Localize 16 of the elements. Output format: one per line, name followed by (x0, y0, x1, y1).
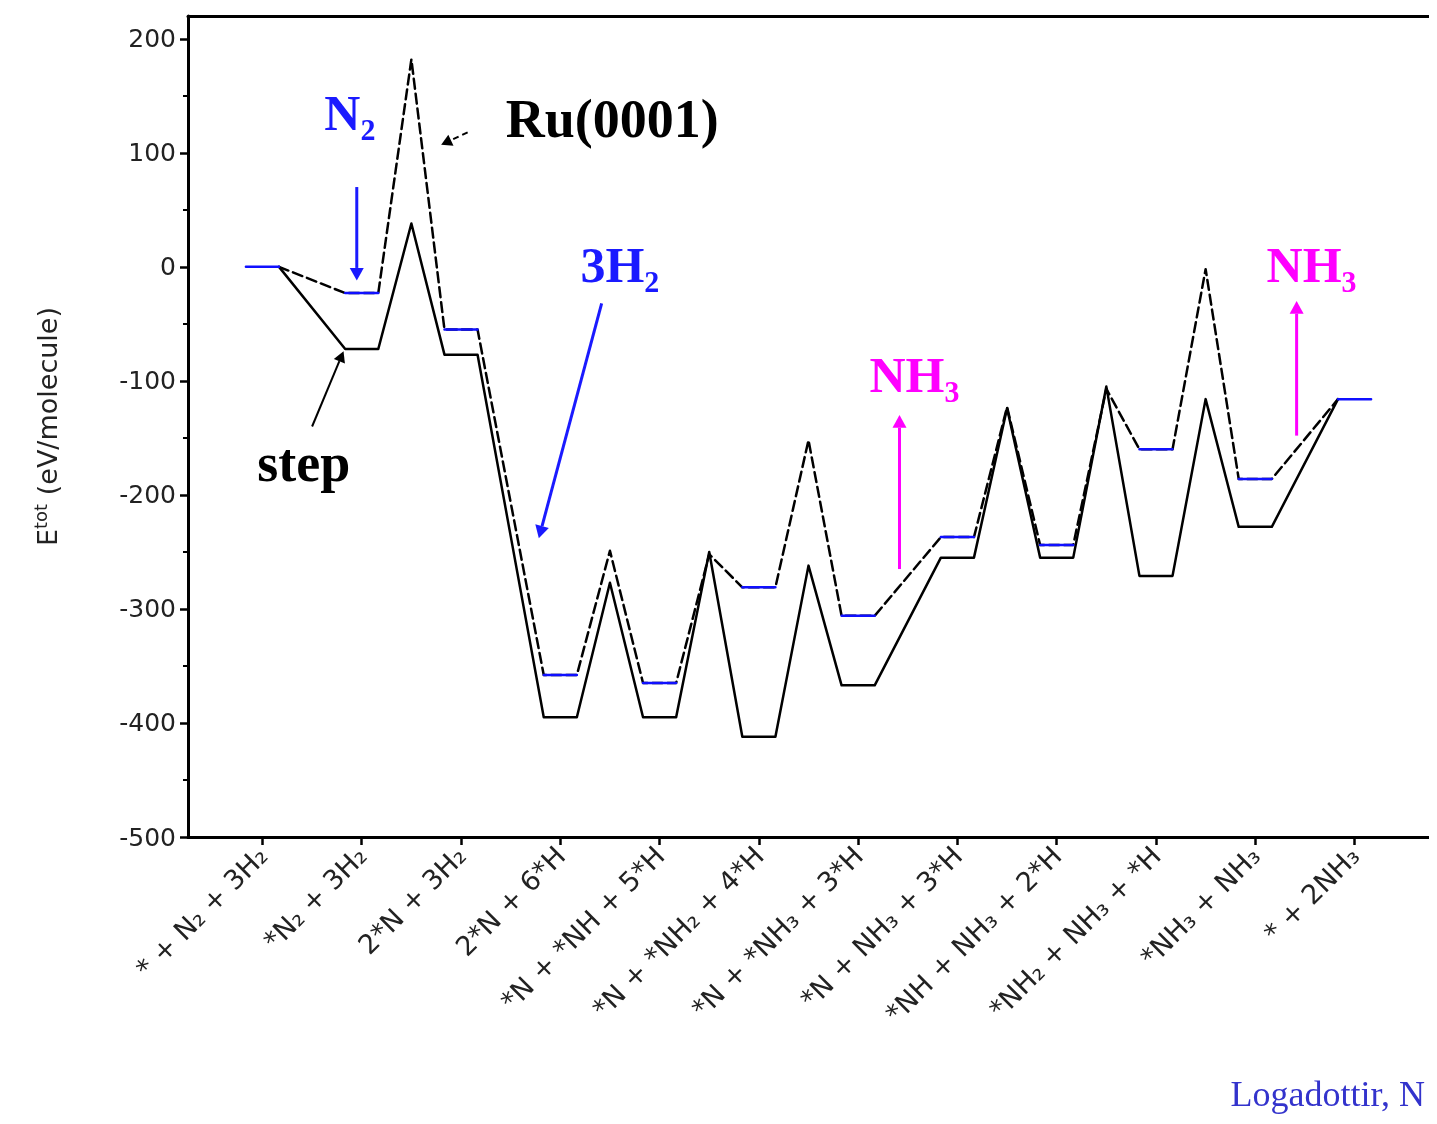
y-axis-title: Etot (eV/molecule) (29, 306, 63, 547)
y-tick-label: -200 (119, 480, 176, 510)
y-tick-label: 0 (160, 252, 176, 282)
series-label: step (257, 432, 351, 493)
annotation: 3H₂ (580, 236, 660, 293)
y-tick-label: -400 (119, 708, 176, 738)
annotation: NH₃ (1266, 236, 1357, 293)
y-tick-label: -300 (119, 594, 176, 624)
annotation: NH₃ (869, 347, 960, 404)
annotation: N₂ (324, 84, 376, 141)
text: Logadottir, N (1230, 1074, 1426, 1114)
legend-label: Ru(0001) (505, 88, 719, 149)
y-tick-label: -100 (119, 366, 176, 396)
y-tick-label: -500 (119, 822, 176, 852)
y-tick-label: 100 (128, 138, 176, 168)
y-tick-label: 200 (128, 24, 176, 54)
